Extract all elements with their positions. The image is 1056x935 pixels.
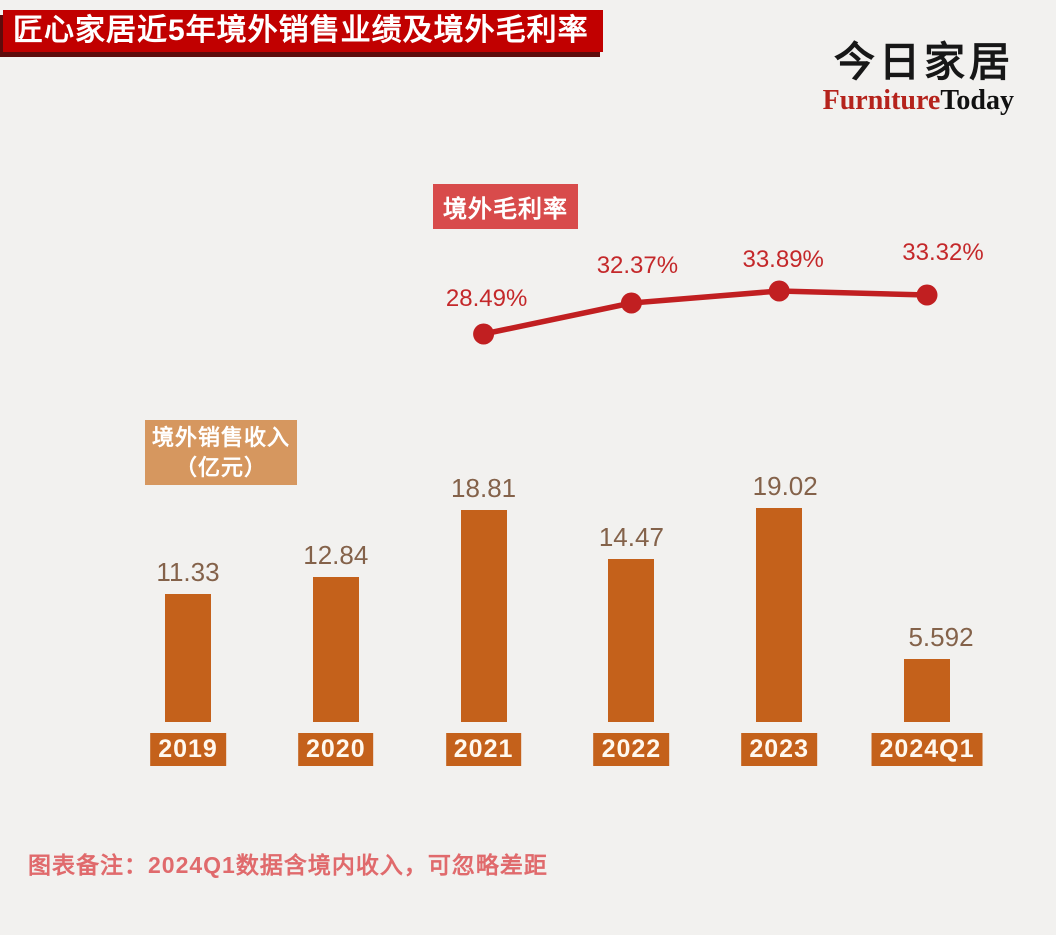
bar-value-label: 14.47 xyxy=(598,522,664,552)
brand-logo-english: FurnitureToday xyxy=(823,87,1014,115)
bar-value-label: 11.33 xyxy=(156,557,220,587)
category-badge-2022: 2022 xyxy=(593,733,670,766)
gross-margin-value-label: 33.32% xyxy=(902,239,984,266)
gross-margin-point-2021 xyxy=(473,323,495,345)
brand-logo: 今日家居 FurnitureToday xyxy=(823,39,1014,115)
gross-margin-line xyxy=(483,288,928,337)
gross-margin-value-label: 32.37% xyxy=(596,252,679,279)
revenue-bar-2023 xyxy=(756,508,803,722)
bar-value-label: 12.84 xyxy=(303,540,369,570)
gross-margin-point-2023 xyxy=(768,280,790,302)
revenue-bar-2019 xyxy=(165,594,211,722)
page-title: 匠心家居近5年境外销售业绩及境外毛利率 xyxy=(3,10,603,52)
gross-margin-value-label: 33.89% xyxy=(742,246,824,273)
line-series-label-badge: 境外毛利率 xyxy=(433,184,578,229)
revenue-bar-2020 xyxy=(312,577,359,722)
category-badge-2021: 2021 xyxy=(445,733,522,766)
category-badge-2019: 2019 xyxy=(150,733,226,766)
revenue-bar-2022 xyxy=(608,559,655,722)
bar-value-label: 19.02 xyxy=(752,471,818,501)
brand-logo-chinese: 今日家居 xyxy=(834,39,1014,85)
gross-margin-value-label: 28.49% xyxy=(445,285,528,312)
category-badge-2020: 2020 xyxy=(297,733,374,766)
gross-margin-point-2022 xyxy=(620,292,642,314)
revenue-bar-2021 xyxy=(460,510,507,722)
brand-logo-furniture: Furniture xyxy=(822,85,941,117)
category-badge-2024Q1: 2024Q1 xyxy=(871,733,983,766)
bar-value-label: 5.592 xyxy=(908,622,974,652)
bar-series-label-line2: （亿元） xyxy=(174,454,267,480)
chart-footnote: 图表备注：2024Q1数据含境内收入，可忽略差距 xyxy=(28,852,548,878)
gross-margin-point-2024Q1 xyxy=(916,284,938,306)
bar-series-label-badge: 境外销售收入 （亿元） xyxy=(145,420,297,485)
bar-series-label-line1: 境外销售收入 xyxy=(151,424,290,450)
bar-value-label: 18.81 xyxy=(451,473,517,503)
brand-logo-today: Today xyxy=(940,85,1014,117)
revenue-bar-2024Q1 xyxy=(904,659,950,722)
category-badge-2023: 2023 xyxy=(741,733,817,766)
